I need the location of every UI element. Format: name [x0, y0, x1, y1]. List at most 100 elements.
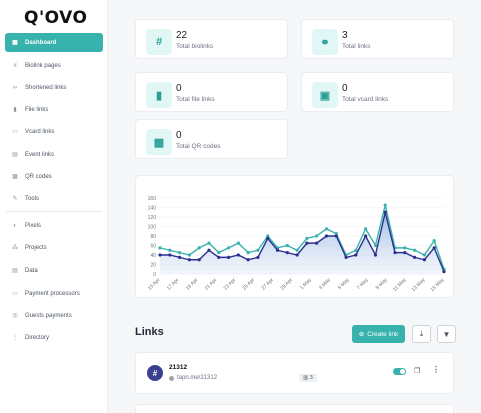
data-point[interactable] [315, 241, 319, 245]
data-point[interactable] [393, 251, 397, 255]
data-point[interactable] [442, 270, 446, 274]
data-point[interactable] [432, 246, 436, 250]
sidebar-item-projects[interactable]: ⁂ Projects [5, 238, 103, 257]
more-options-icon[interactable]: ⋮ [432, 365, 440, 374]
data-point[interactable] [315, 234, 319, 238]
sidebar-item-guests-payments[interactable]: ◎ Guests payments [5, 306, 103, 325]
data-point[interactable] [373, 253, 378, 257]
sidebar-item-label: Dashboard [25, 39, 57, 46]
series-line [160, 212, 445, 272]
data-point[interactable] [354, 253, 358, 257]
sidebar-item-label: Directory [25, 334, 50, 341]
copy-icon[interactable]: ❐ [414, 368, 421, 375]
sidebar-item-pixels[interactable]: ◐ Pixels [5, 216, 103, 235]
link-url[interactable]: tapn.me/21312 [177, 375, 218, 381]
data-point[interactable] [305, 241, 309, 245]
sidebar-item-label: Pixels [25, 222, 42, 229]
data-point[interactable] [266, 236, 270, 240]
data-point[interactable] [295, 253, 299, 257]
data-point[interactable] [422, 258, 427, 262]
data-point[interactable] [364, 234, 368, 238]
sidebar-item-event-links[interactable]: ▤ Event links [5, 145, 103, 164]
data-point[interactable] [168, 253, 172, 257]
sidebar-item-vcard-links[interactable]: ▭ Vcard links [5, 122, 103, 141]
data-point[interactable] [197, 258, 201, 262]
sidebar-item-shortened-links[interactable]: ∞ Shortened links [5, 78, 103, 97]
project-diagram-icon: ⁂ [12, 245, 18, 251]
data-point[interactable] [324, 234, 329, 238]
data-point[interactable] [383, 203, 387, 207]
brand-logo[interactable]: Q'OVO [24, 8, 88, 28]
data-point[interactable] [373, 243, 378, 248]
data-point[interactable] [295, 248, 299, 252]
link-status-toggle[interactable] [393, 368, 406, 375]
data-point[interactable] [432, 239, 436, 243]
data-point[interactable] [217, 255, 221, 259]
sidebar-item-label: Payment processors [25, 290, 80, 297]
data-point[interactable] [334, 234, 338, 238]
data-point[interactable] [256, 255, 260, 259]
data-point[interactable] [413, 248, 417, 252]
data-point[interactable] [413, 255, 417, 259]
sidebar-item-dashboard[interactable]: ▦ Dashboard [5, 33, 103, 52]
chart-card: 0 20 40 60 80 100 120 140 160 15 Apr 17 Apr 19 Apr 2… [135, 175, 454, 298]
data-point[interactable] [177, 251, 182, 255]
data-point[interactable] [403, 246, 407, 250]
data-point[interactable] [285, 251, 289, 255]
data-point[interactable] [158, 246, 162, 250]
id-card-icon: ▣ [312, 82, 338, 108]
data-point[interactable] [207, 241, 211, 245]
data-point[interactable] [305, 236, 309, 240]
data-point[interactable] [236, 253, 240, 257]
x-tick-label: 29 Apr [279, 277, 294, 292]
data-point[interactable] [354, 248, 358, 252]
data-point[interactable] [158, 253, 162, 257]
data-point[interactable] [364, 227, 368, 231]
data-point[interactable] [383, 210, 387, 214]
adjust-icon: ◐ [13, 222, 17, 229]
x-tick-label: 17 Apr [166, 277, 181, 292]
data-point[interactable] [324, 227, 329, 231]
x-tick-label: 9 May [375, 277, 389, 291]
data-point[interactable] [226, 255, 231, 259]
sitemap-icon: ⋮ [12, 335, 18, 341]
data-point[interactable] [197, 246, 201, 250]
data-point[interactable] [246, 258, 250, 262]
sidebar-item-tools[interactable]: ✎ Tools [5, 189, 103, 208]
sidebar-item-label: Projects [25, 244, 47, 251]
x-tick-label: 11 May [392, 277, 408, 293]
data-point[interactable] [256, 248, 260, 252]
data-point[interactable] [177, 255, 182, 259]
x-tick-label: 27 Apr [261, 277, 276, 292]
sidebar-item-biolink-pages[interactable]: # Biolink pages [5, 56, 103, 75]
data-point[interactable] [285, 243, 289, 248]
data-point[interactable] [226, 246, 231, 250]
data-point[interactable] [236, 241, 240, 245]
data-point[interactable] [246, 251, 250, 255]
link-row[interactable]: # 21312 tapn.me/21312 ▥ 3 ❐ ⋮ [135, 352, 454, 394]
filter-button[interactable]: ▼ [437, 325, 456, 343]
export-button[interactable]: ⤓ [412, 325, 431, 343]
sidebar-item-label: Vcard links [25, 128, 55, 135]
sidebar-item-payment-processors[interactable]: ▭ Payment processors [5, 284, 103, 303]
data-point[interactable] [187, 258, 191, 262]
data-point[interactable] [207, 248, 211, 252]
data-point[interactable] [187, 253, 191, 257]
sidebar-item-file-links[interactable]: ▮ File links [5, 100, 103, 119]
sidebar-item-qr-codes[interactable]: ▩ QR codes [5, 167, 103, 186]
clicks-count: 3 [309, 375, 313, 381]
sidebar-item-label: Guests payments [25, 312, 72, 319]
data-point[interactable] [266, 234, 270, 238]
link-name[interactable]: 21312 [169, 364, 188, 371]
clicks-badge[interactable]: ▥ 3 [299, 374, 317, 382]
data-point[interactable] [422, 253, 427, 257]
create-link-button[interactable]: ⊕ Create link [352, 325, 405, 343]
data-point[interactable] [275, 248, 280, 252]
data-point[interactable] [168, 248, 172, 252]
data-point[interactable] [344, 255, 348, 259]
data-point[interactable] [403, 251, 407, 255]
sidebar-item-directory[interactable]: ⋮ Directory [5, 328, 103, 347]
data-point[interactable] [334, 232, 338, 236]
data-point[interactable] [217, 251, 221, 255]
sidebar-item-data[interactable]: ▤ Data [5, 261, 103, 280]
